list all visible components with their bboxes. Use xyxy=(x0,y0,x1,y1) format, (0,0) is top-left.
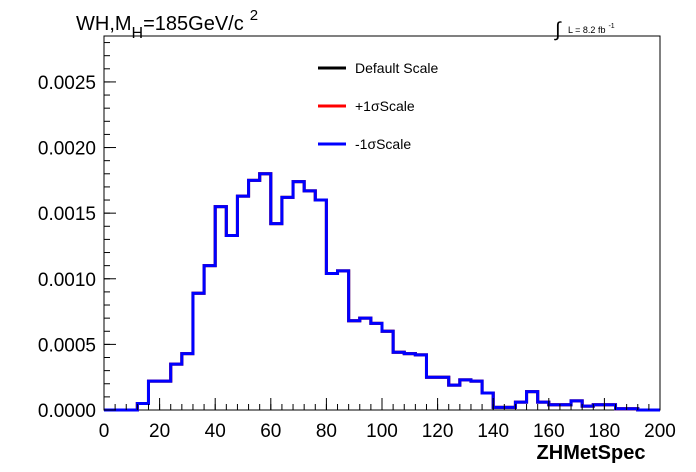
y-tick-label: 0.0000 xyxy=(38,401,96,422)
x-axis: 0 20 40 60 80 100 120 140 160 180 200 xyxy=(99,398,676,442)
legend-label: +1σScale xyxy=(355,98,415,114)
legend-label: Default Scale xyxy=(355,60,438,76)
y-axis: 0.0000 0.0005 0.0010 0.0015 0.0020 0.0025 xyxy=(38,42,116,422)
title-superscript: 2 xyxy=(250,7,258,24)
x-axis-title: ZHMetSpec xyxy=(537,442,646,464)
x-tick-label: 160 xyxy=(533,421,565,442)
x-tick-label: 140 xyxy=(477,421,509,442)
legend-label: -1σScale xyxy=(355,136,411,152)
histogram-series xyxy=(104,172,660,412)
y-tick-label: 0.0010 xyxy=(38,270,96,291)
x-tick-label: 60 xyxy=(260,421,281,442)
x-tick-label: 200 xyxy=(644,421,676,442)
y-tick-label: 0.0015 xyxy=(38,204,96,225)
luminosity-label: ∫ L = 8.2 fb -1 xyxy=(554,19,615,41)
x-tick-label: 40 xyxy=(205,421,226,442)
x-tick-label: 100 xyxy=(366,421,398,442)
title-rest: =185GeV/c xyxy=(143,13,244,35)
series-line-0 xyxy=(104,172,660,412)
y-tick-label: 0.0020 xyxy=(38,139,96,160)
legend: Default Scale +1σScale -1σScale xyxy=(318,60,438,152)
svg-text:WH,MH=185GeV/c2: WH,MH=185GeV/c 2 xyxy=(76,7,258,42)
x-tick-label: 20 xyxy=(149,421,170,442)
series-line-1 xyxy=(104,172,660,412)
title-main: WH,M xyxy=(76,13,132,35)
svg-text:L = 8.2 fb-1: L = 8.2 fb -1 xyxy=(568,23,615,35)
luminosity-text: L = 8.2 fb xyxy=(568,25,605,35)
chart-title: WH,MH=185GeV/c 2 xyxy=(76,7,258,42)
luminosity-superscript: -1 xyxy=(608,23,614,30)
x-tick-label: 180 xyxy=(589,421,621,442)
x-tick-label: 120 xyxy=(422,421,454,442)
y-tick-label: 0.0025 xyxy=(38,73,96,94)
y-tick-label: 0.0005 xyxy=(38,335,96,356)
title-subscript: H xyxy=(132,25,144,42)
x-tick-label: 0 xyxy=(99,421,110,442)
integral-sign: ∫ xyxy=(554,19,562,41)
x-tick-label: 80 xyxy=(316,421,337,442)
series-line-2 xyxy=(104,172,660,412)
